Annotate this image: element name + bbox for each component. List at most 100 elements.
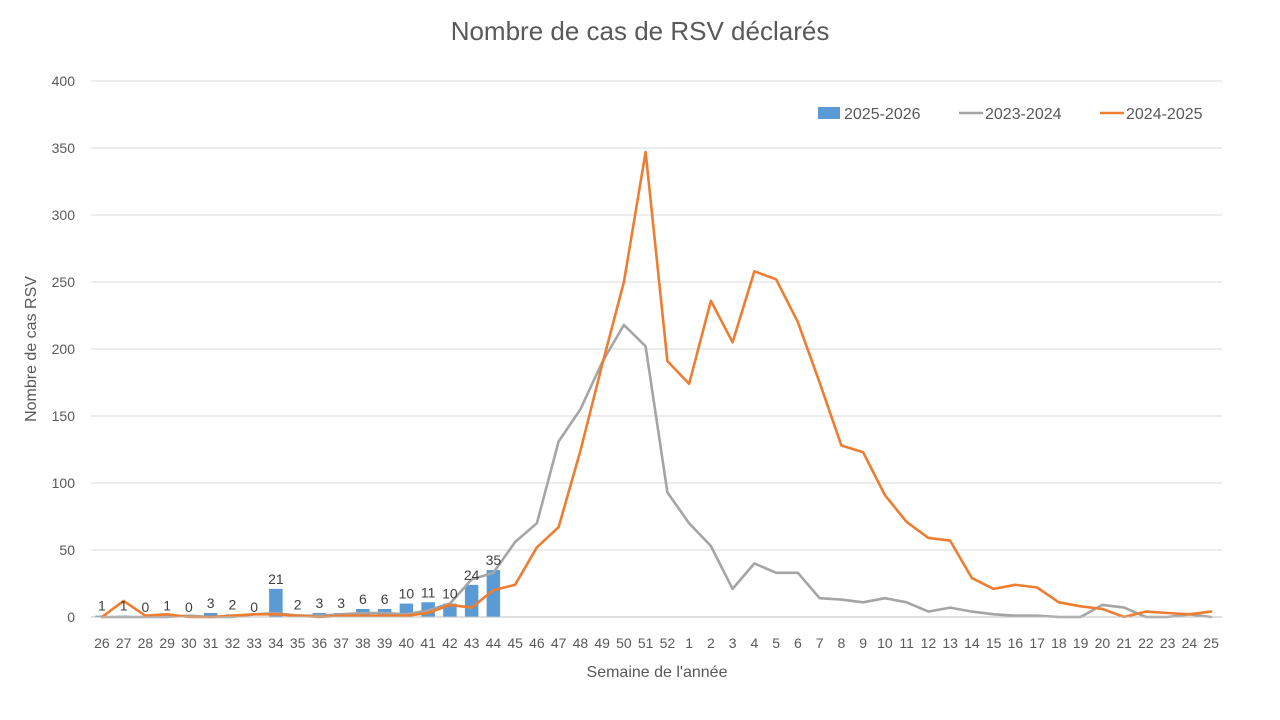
x-tick-label: 29 [159, 635, 175, 651]
x-tick-label: 31 [203, 635, 219, 651]
x-tick-label: 49 [594, 635, 610, 651]
x-tick-label: 12 [921, 635, 937, 651]
data-label: 6 [381, 591, 389, 607]
x-tick-label: 17 [1029, 635, 1045, 651]
x-tick-label: 26 [94, 635, 110, 651]
y-axis-label: Nombre de cas RSV [23, 276, 40, 422]
x-axis-label: Semaine de l'année [587, 664, 728, 681]
gridlines [91, 80, 1222, 551]
data-label: 21 [268, 571, 284, 587]
x-tick-label: 28 [138, 635, 154, 651]
x-tick-label: 5 [772, 635, 780, 651]
y-tick-label: 300 [52, 207, 76, 223]
x-tick-label: 38 [355, 635, 371, 651]
y-axis-ticks: 0 50 100 150 200 250 300 350 400 [52, 73, 76, 625]
x-axis-ticks: 26 27 28 29 30 31 32 33 34 35 36 37 38 39 40 41 42 43 44 45… [94, 635, 1219, 651]
x-tick-label: 44 [486, 635, 502, 651]
bar [269, 588, 283, 617]
x-tick-label: 41 [420, 635, 436, 651]
x-tick-label: 21 [1116, 635, 1132, 651]
chart-title: Nombre de cas de RSV déclarés [451, 16, 830, 46]
y-tick-label: 50 [59, 542, 75, 558]
y-tick-label: 0 [67, 609, 75, 625]
x-tick-label: 34 [268, 635, 284, 651]
x-tick-label: 52 [660, 635, 676, 651]
data-label: 2 [294, 596, 302, 612]
x-tick-label: 4 [750, 635, 758, 651]
x-tick-label: 1 [685, 635, 693, 651]
x-tick-label: 20 [1095, 635, 1111, 651]
x-tick-label: 16 [1008, 635, 1024, 651]
bar [486, 570, 501, 617]
legend-label: 2023-2024 [985, 106, 1062, 123]
legend-label: 2024-2025 [1126, 106, 1203, 123]
x-tick-label: 40 [399, 635, 415, 651]
legend-label: 2025-2026 [844, 106, 921, 123]
data-label: 0 [185, 599, 193, 615]
bar [464, 584, 479, 617]
x-tick-label: 47 [551, 635, 567, 651]
y-tick-label: 200 [52, 341, 76, 357]
x-tick-label: 45 [507, 635, 523, 651]
x-tick-label: 10 [877, 635, 893, 651]
data-label: 0 [141, 599, 149, 615]
x-tick-label: 11 [899, 635, 914, 651]
data-label: 3 [207, 595, 215, 611]
x-tick-label: 35 [290, 635, 306, 651]
data-label: 35 [486, 552, 502, 568]
data-label: 3 [315, 595, 323, 611]
line-series [100, 150, 1213, 619]
legend-swatch [818, 107, 840, 119]
x-tick-label: 46 [529, 635, 545, 651]
data-label: 1 [120, 598, 128, 614]
data-label: 1 [98, 598, 106, 614]
x-tick-label: 6 [794, 635, 802, 651]
x-tick-label: 43 [464, 635, 480, 651]
x-tick-label: 25 [1203, 635, 1219, 651]
x-tick-label: 42 [442, 635, 458, 651]
x-tick-label: 7 [816, 635, 824, 651]
x-tick-label: 50 [616, 635, 632, 651]
data-label: 2 [228, 596, 236, 612]
y-tick-label: 350 [52, 140, 76, 156]
x-tick-label: 13 [942, 635, 958, 651]
data-label: 10 [399, 586, 415, 602]
x-tick-label: 32 [225, 635, 241, 651]
x-tick-label: 51 [638, 635, 654, 651]
x-tick-label: 8 [837, 635, 845, 651]
data-label: 3 [337, 595, 345, 611]
x-tick-label: 37 [333, 635, 349, 651]
x-tick-label: 24 [1182, 635, 1198, 651]
x-tick-label: 39 [377, 635, 393, 651]
x-tick-label: 15 [986, 635, 1002, 651]
x-tick-label: 22 [1138, 635, 1154, 651]
legend: 2025-2026 2023-2024 2024-2025 [818, 106, 1203, 123]
data-label: 6 [359, 591, 367, 607]
x-tick-label: 30 [181, 635, 197, 651]
x-tick-label: 27 [116, 635, 132, 651]
x-tick-label: 48 [573, 635, 589, 651]
x-tick-label: 14 [964, 635, 980, 651]
bar [203, 612, 218, 617]
data-label: 0 [250, 599, 258, 615]
x-tick-label: 9 [859, 635, 867, 651]
x-tick-label: 23 [1160, 635, 1176, 651]
series-line [100, 150, 1213, 619]
x-tick-label: 33 [246, 635, 262, 651]
x-tick-label: 2 [707, 635, 715, 651]
x-tick-label: 19 [1073, 635, 1089, 651]
data-label: 1 [163, 598, 171, 614]
y-tick-label: 150 [52, 408, 76, 424]
y-tick-label: 250 [52, 274, 76, 290]
data-label: 11 [421, 584, 436, 600]
y-tick-label: 100 [52, 475, 76, 491]
x-tick-label: 36 [312, 635, 328, 651]
data-label: 24 [464, 567, 480, 583]
x-tick-label: 3 [729, 635, 737, 651]
data-label: 10 [442, 586, 458, 602]
y-tick-label: 400 [52, 73, 76, 89]
x-tick-label: 18 [1051, 635, 1067, 651]
